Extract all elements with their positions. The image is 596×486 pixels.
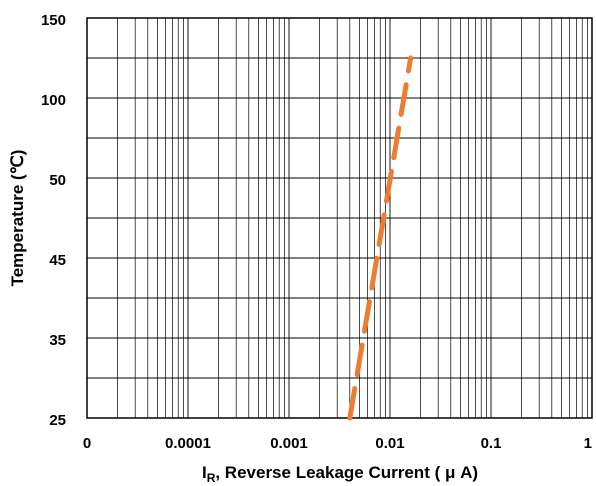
x-tick-label: 1 (584, 435, 592, 452)
x-tick-label: 0.001 (270, 435, 308, 452)
plot-frame (86, 17, 593, 419)
series-layer (347, 55, 414, 421)
plot-grid (86, 17, 593, 419)
y-tick-label: 45 (49, 252, 66, 269)
y-tick-label: 35 (49, 332, 66, 349)
series-line (347, 55, 414, 421)
x-tick-label: 0 (83, 435, 91, 452)
x-tick-label: 0.01 (375, 435, 404, 452)
x-axis-label: IR, Reverse Leakage Current ( μ A) (202, 463, 478, 485)
x-tick-label: 0.1 (481, 435, 502, 452)
y-tick-label: 25 (49, 412, 66, 429)
y-tick-label: 150 (41, 12, 66, 29)
y-tick-label: 50 (49, 172, 66, 189)
y-axis-label: Temperature (℃) (8, 150, 27, 287)
x-tick-label: 0.0001 (165, 435, 211, 452)
y-tick-label: 100 (41, 92, 66, 109)
